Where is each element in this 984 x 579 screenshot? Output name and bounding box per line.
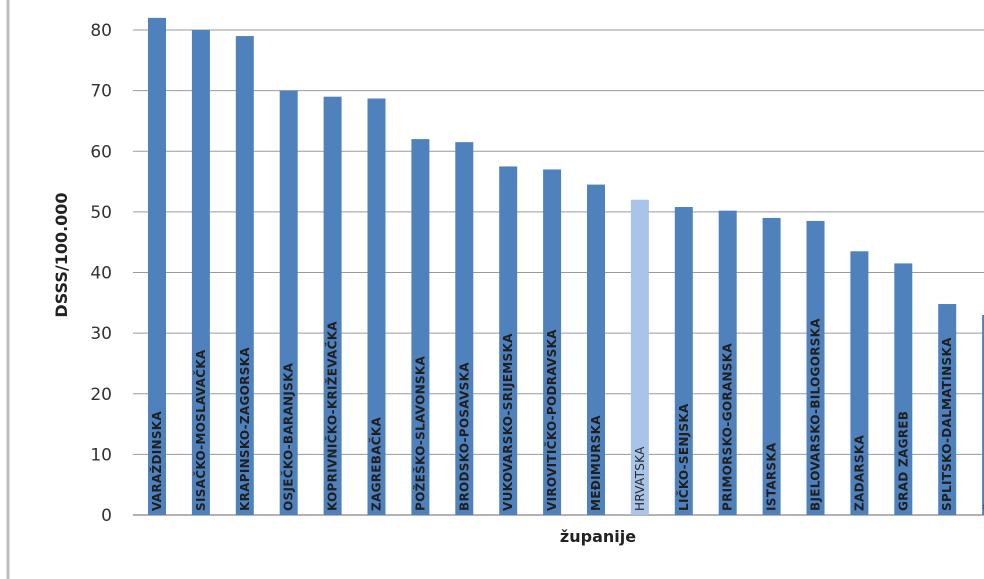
bar xyxy=(587,184,605,515)
bar xyxy=(674,207,693,515)
bar-category-label: SISAČKO-MOSLAVAČKA xyxy=(193,349,208,511)
bar-category-label: BRODSKO-POSAVSKA xyxy=(457,362,471,511)
bar xyxy=(806,220,825,515)
bar-category-label: GRAD ZAGREB xyxy=(896,411,910,511)
bar xyxy=(630,199,649,515)
bar-category-label: OSJEČKO-BARANJSKA xyxy=(281,362,296,511)
bar xyxy=(148,17,166,515)
y-axis-title: DSSS/100.000 xyxy=(52,192,71,317)
bar xyxy=(455,142,474,515)
bar-category-label: MEĐIMURSKA xyxy=(589,415,603,511)
y-tick-label: 30 xyxy=(90,324,112,344)
bar-category-label: VIROVITIČKO-PODRAVSKA xyxy=(544,329,559,511)
bar-labels: VARAŽDINSKA SISAČKO-MOSLAVAČKA KRAPINSKO-Z… xyxy=(149,318,984,511)
y-tick-label: 20 xyxy=(90,385,112,405)
bar xyxy=(279,90,298,515)
y-axis-ticks: 0 10 20 30 40 50 60 70 80 xyxy=(90,21,112,526)
bar xyxy=(762,217,781,515)
bar xyxy=(982,314,984,515)
bar-category-label: LIČKO-SENJSKA xyxy=(676,403,691,511)
bar-category-label: BJELOVARSKO-BILOGORSKA xyxy=(809,318,823,511)
bar xyxy=(323,96,342,515)
bar xyxy=(938,304,957,515)
bar-category-label: ISTARSKA xyxy=(765,442,779,511)
y-tick-label: 0 xyxy=(101,506,112,526)
y-tick-label: 40 xyxy=(90,264,112,284)
bar-category-label: VUKOVARSKO-SRIJEMSKA xyxy=(501,333,515,511)
bar xyxy=(411,139,430,515)
y-tick-label: 10 xyxy=(90,445,112,465)
y-tick-label: 80 xyxy=(90,21,112,41)
bar-category-label: ZADARSKA xyxy=(852,434,866,511)
bar-category-label: PRIMORSKO-GORANSKA xyxy=(721,343,735,511)
y-tick-label: 60 xyxy=(90,142,112,162)
x-axis-title: županije xyxy=(560,527,636,546)
bar-category-label: POŽEŠKO-SLAVONSKA xyxy=(412,355,427,511)
bar xyxy=(543,169,562,515)
bar xyxy=(499,166,518,515)
bar xyxy=(850,251,869,515)
bar-category-label: KOPRIVNIČKO-KRIŽEVAČKA xyxy=(325,321,340,511)
bar-category-label: ZAGREBAČKA xyxy=(369,416,384,511)
bar-category-label: KRAPINSKO-ZAGORSKA xyxy=(238,347,252,511)
bar xyxy=(894,263,913,515)
y-tick-label: 50 xyxy=(90,203,112,223)
bar xyxy=(235,36,254,515)
y-tick-label: 70 xyxy=(90,82,112,102)
bar-category-label: SPLITSKO-DALMATINSKA xyxy=(940,337,954,511)
bar xyxy=(718,210,737,515)
bar-category-label: VARAŽDINSKA xyxy=(149,411,164,511)
bar-category-label: HRVATSKA xyxy=(633,446,647,511)
bars xyxy=(148,17,984,515)
bar xyxy=(191,30,210,515)
bar xyxy=(367,98,386,515)
